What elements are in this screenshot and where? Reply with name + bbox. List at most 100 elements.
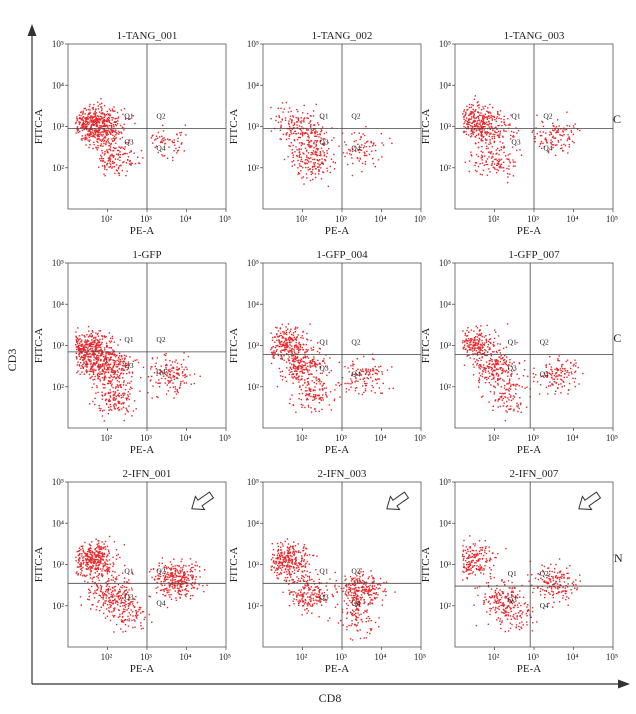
data-point	[509, 153, 511, 155]
data-point	[509, 405, 512, 407]
data-point	[76, 372, 78, 374]
data-point	[98, 166, 100, 168]
data-point	[103, 129, 105, 131]
quadrant-label: Q4	[540, 370, 549, 379]
data-point	[319, 133, 322, 136]
data-point	[95, 129, 97, 131]
data-point	[117, 117, 119, 120]
data-point	[507, 124, 509, 126]
data-point	[123, 592, 125, 594]
data-point	[317, 133, 319, 136]
data-point	[310, 171, 312, 173]
data-point	[301, 406, 303, 408]
data-point	[298, 343, 300, 345]
data-point	[105, 362, 107, 364]
data-point	[382, 382, 384, 385]
data-point	[478, 125, 480, 128]
data-point	[120, 601, 122, 603]
data-point	[92, 119, 95, 122]
data-point	[474, 361, 477, 363]
data-point	[86, 343, 88, 345]
data-point	[295, 146, 297, 148]
data-point	[360, 149, 363, 151]
data-point	[310, 146, 312, 148]
data-point	[297, 167, 299, 169]
data-point	[126, 152, 128, 155]
data-point	[314, 386, 316, 388]
dot-cloud	[462, 323, 584, 422]
data-point	[183, 575, 186, 577]
data-point	[542, 125, 545, 128]
data-point	[305, 367, 307, 369]
data-point	[92, 370, 94, 372]
data-point	[497, 113, 499, 115]
data-point	[84, 344, 86, 346]
data-point	[469, 342, 471, 344]
data-point	[104, 548, 107, 550]
data-point	[352, 148, 354, 150]
data-point	[276, 339, 278, 341]
data-point	[76, 119, 78, 122]
data-point	[99, 595, 101, 597]
data-point	[79, 121, 81, 123]
data-point	[86, 120, 88, 122]
data-point	[319, 140, 321, 142]
data-point	[156, 357, 159, 359]
data-point	[503, 145, 505, 148]
data-point	[286, 367, 288, 369]
data-point	[570, 361, 572, 364]
data-point	[509, 162, 511, 164]
data-point	[481, 350, 484, 352]
data-point	[84, 575, 86, 577]
data-point	[88, 595, 90, 598]
data-point	[104, 129, 106, 132]
data-point	[100, 160, 102, 162]
data-point	[313, 143, 315, 145]
data-point	[189, 574, 192, 577]
data-point	[99, 559, 101, 562]
data-point	[370, 390, 373, 392]
data-point	[108, 128, 110, 130]
x-tick-label: 10³	[527, 433, 539, 443]
data-point	[93, 373, 95, 375]
data-point	[478, 123, 480, 125]
data-point	[323, 154, 326, 156]
data-point	[83, 120, 85, 122]
data-point	[506, 356, 508, 358]
data-point	[92, 400, 94, 403]
data-point	[496, 363, 498, 365]
data-point	[89, 370, 91, 372]
data-point	[106, 570, 108, 572]
data-point	[178, 565, 180, 568]
data-point	[109, 146, 112, 148]
data-point	[372, 369, 374, 372]
data-point	[135, 408, 137, 410]
data-point	[318, 160, 320, 162]
data-point	[284, 119, 287, 121]
data-point	[96, 589, 98, 591]
y-tick-label: 10²	[247, 382, 259, 392]
data-point	[307, 373, 310, 375]
data-point	[106, 120, 109, 123]
data-point	[159, 136, 161, 138]
data-point	[166, 157, 169, 159]
data-point	[161, 370, 163, 372]
data-point	[87, 118, 89, 120]
data-point	[152, 134, 154, 136]
data-point	[172, 367, 175, 369]
data-point	[515, 383, 517, 386]
data-point	[481, 174, 483, 176]
data-point	[86, 553, 89, 555]
data-point	[372, 373, 374, 376]
data-point	[181, 568, 184, 570]
data-point	[124, 604, 126, 607]
data-point	[473, 330, 475, 332]
data-point	[108, 144, 110, 147]
data-point	[488, 359, 490, 362]
data-point	[158, 565, 160, 567]
data-point	[105, 563, 107, 565]
data-point	[90, 135, 92, 138]
data-point	[94, 111, 96, 113]
data-point	[512, 135, 515, 137]
